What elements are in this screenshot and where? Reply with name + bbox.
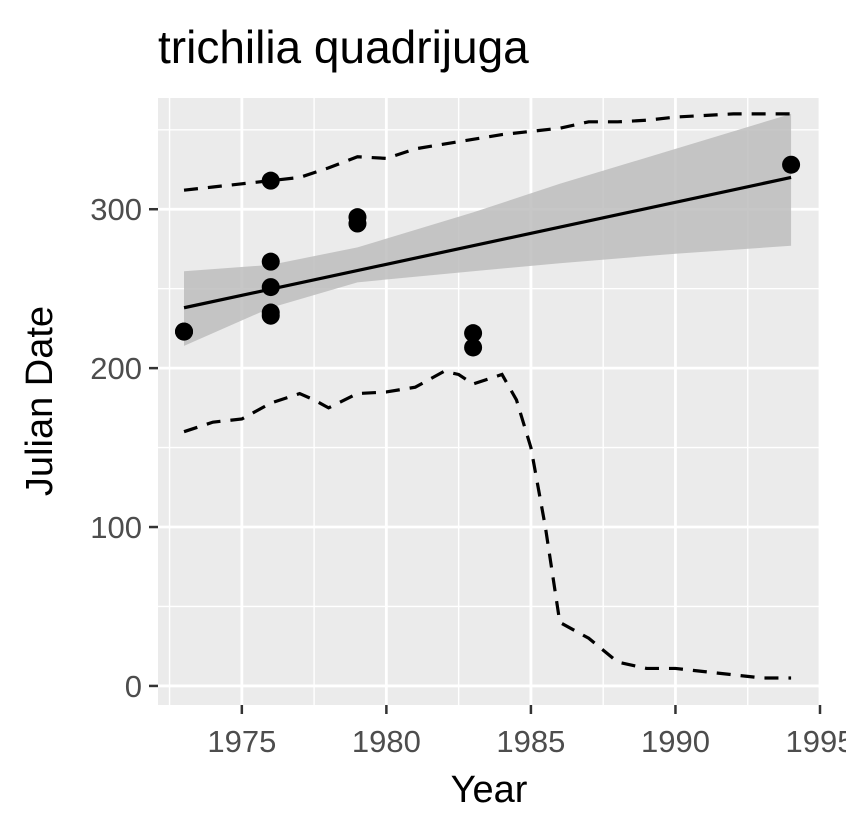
x-axis-title: Year (451, 769, 528, 811)
lower-dashed-line (183, 369, 792, 680)
fit-line (183, 175, 792, 310)
points-layer (175, 155, 801, 357)
confidence-band (184, 113, 792, 346)
data-point (261, 306, 280, 325)
x-tick-label: 1985 (496, 724, 565, 759)
data-point (261, 252, 280, 271)
data-point (175, 322, 194, 341)
confidence-band-layer (184, 113, 792, 346)
data-point (464, 324, 483, 343)
x-tick-label: 1990 (641, 724, 710, 759)
y-tick-label: 0 (125, 669, 142, 704)
y-axis-title: Julian Date (19, 306, 61, 496)
data-point (261, 278, 280, 297)
lines-layer (183, 112, 792, 680)
x-tick-label: 1980 (352, 724, 421, 759)
data-point (782, 155, 801, 174)
data-point (464, 338, 483, 357)
upper-dashed-line (183, 112, 792, 192)
x-tick-label: 1995 (786, 724, 846, 759)
data-point (261, 171, 280, 190)
axes-layer: 1975 1980 1985 1990 1995 0 100 200 300 (90, 192, 846, 759)
data-point (348, 214, 367, 233)
y-tick-label: 100 (90, 510, 142, 545)
x-tick-label: 1975 (207, 724, 276, 759)
chart-title: trichilia quadrijuga (158, 21, 529, 73)
y-tick-label: 200 (90, 351, 142, 386)
y-tick-label: 300 (90, 192, 142, 227)
